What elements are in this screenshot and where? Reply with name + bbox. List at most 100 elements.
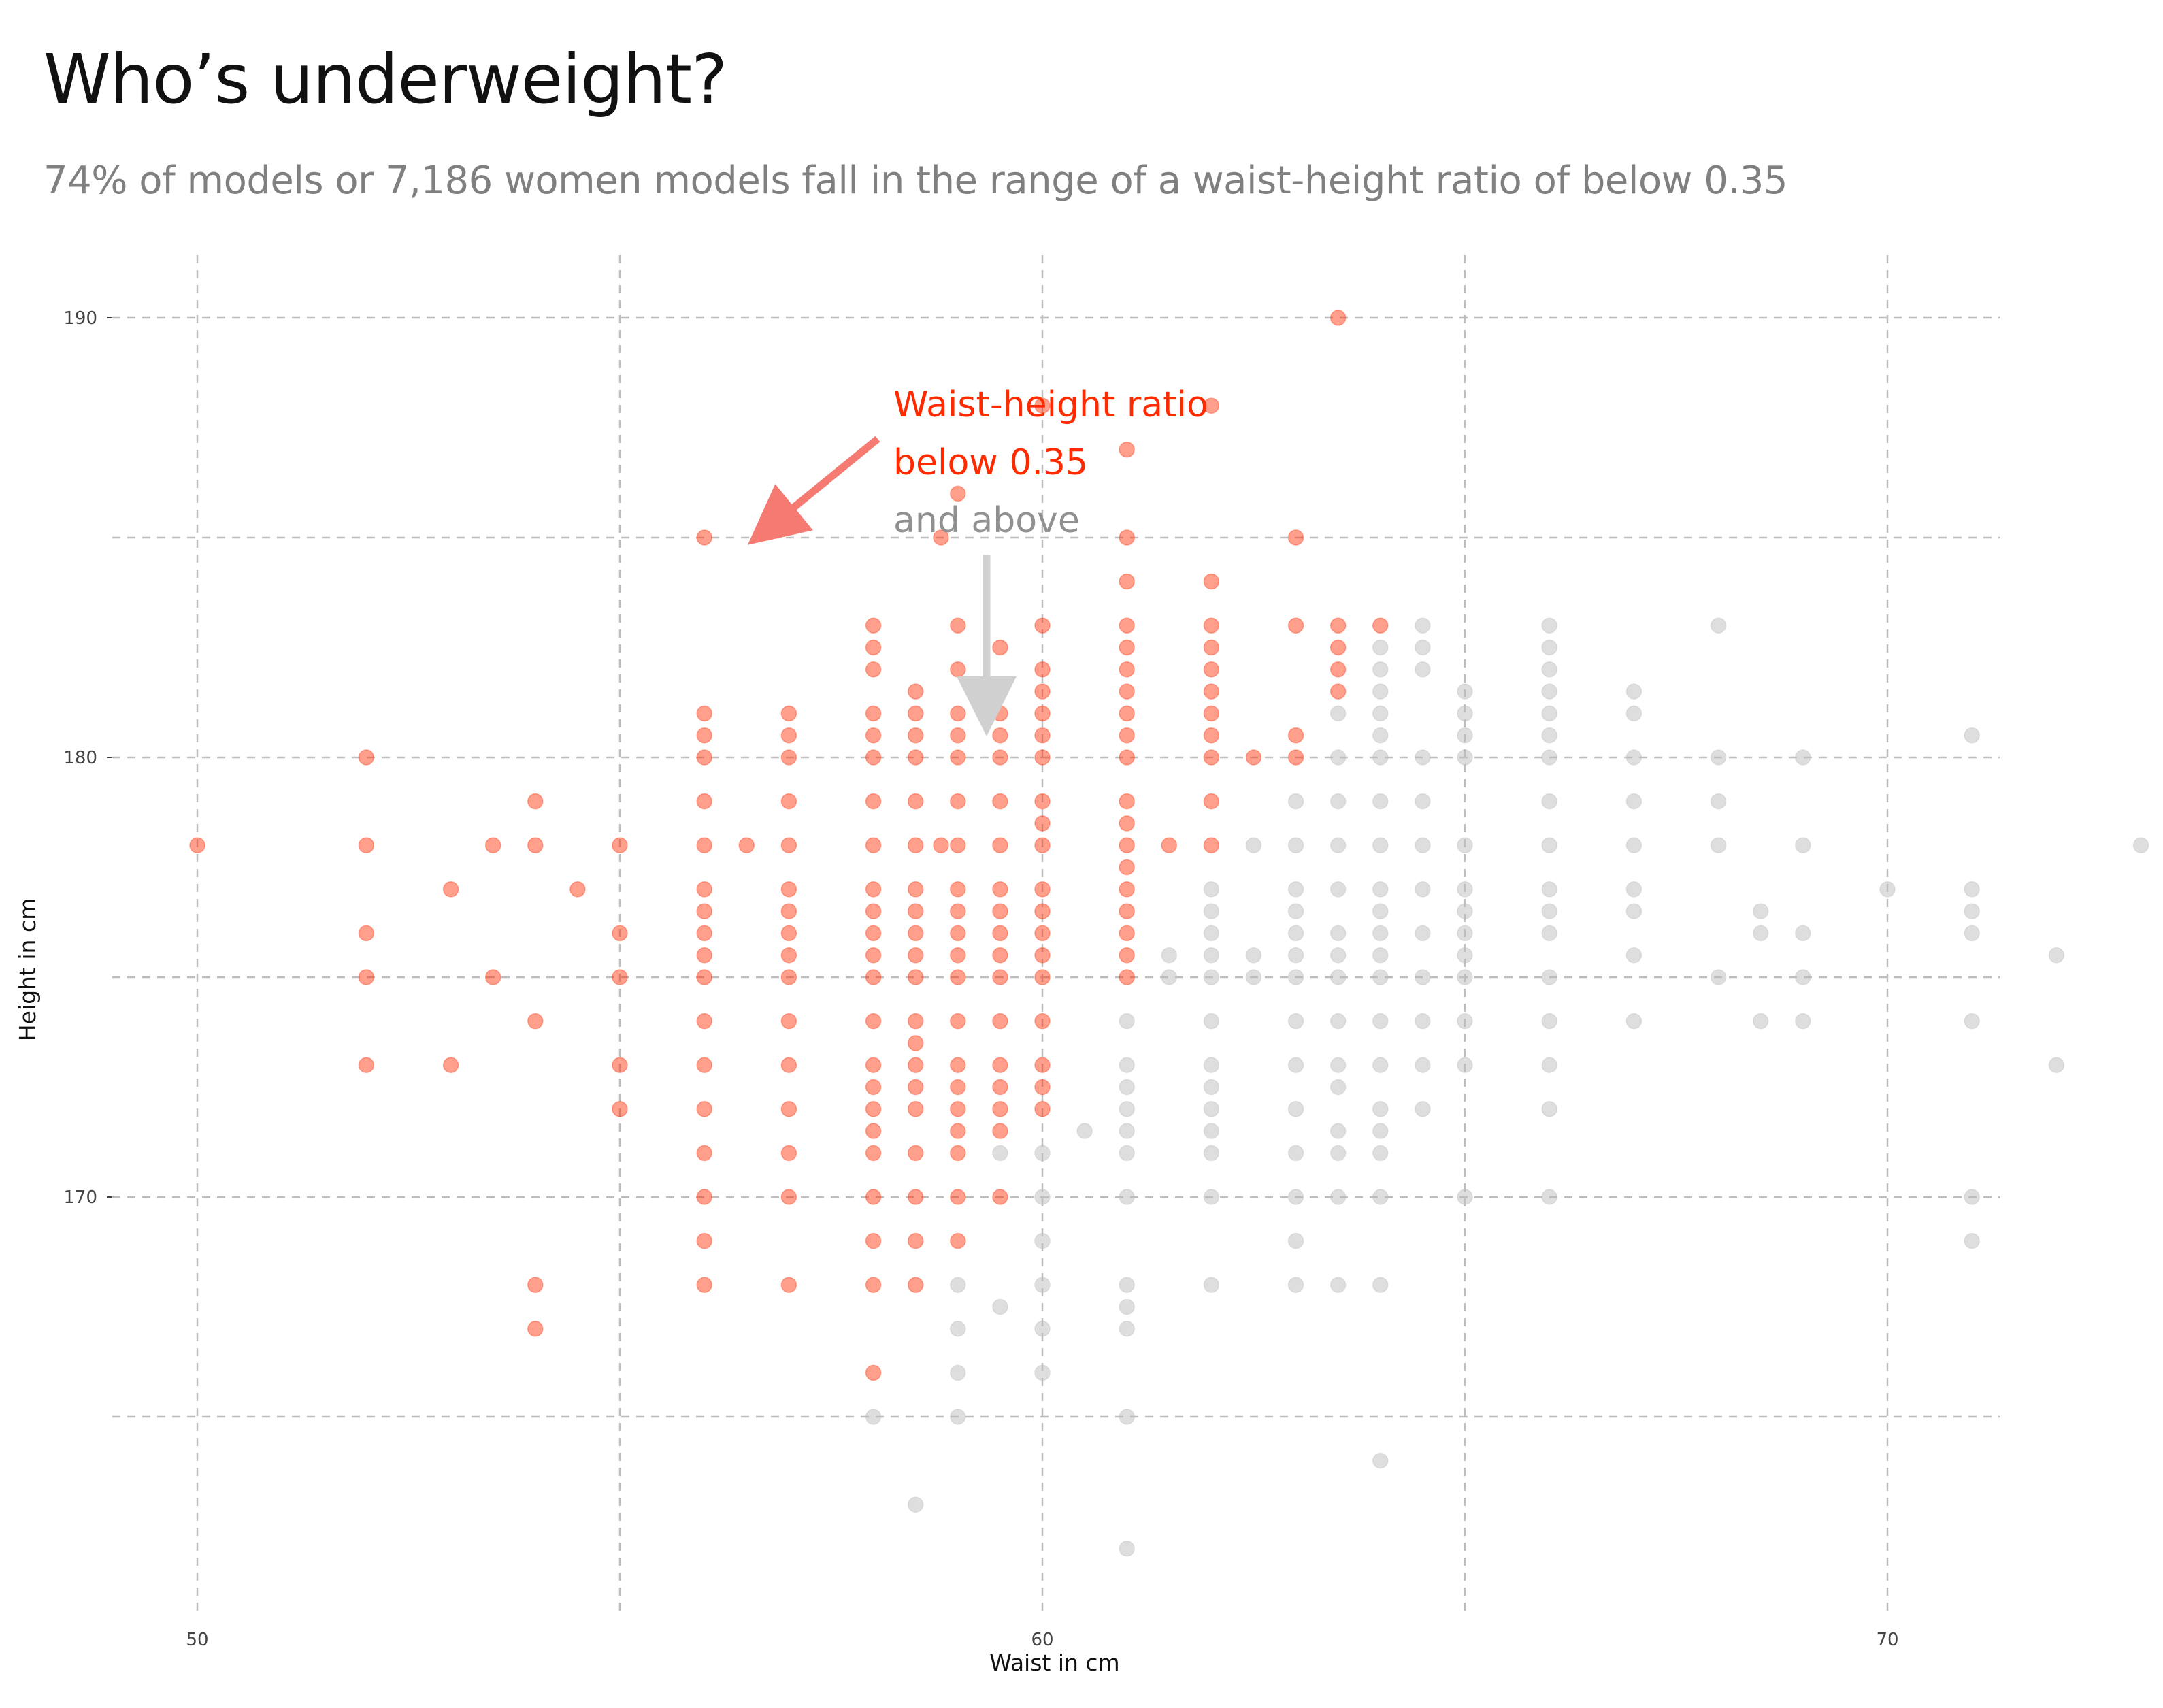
scatter-point-above bbox=[1625, 947, 1642, 964]
scatter-point-above bbox=[1034, 1145, 1051, 1162]
scatter-point-below bbox=[780, 969, 797, 985]
scatter-point-above bbox=[1795, 749, 1811, 766]
scatter-point-below bbox=[907, 1101, 924, 1117]
scatter-point-above bbox=[1372, 1145, 1389, 1162]
scatter-point-below bbox=[1034, 1079, 1051, 1096]
scatter-point-above bbox=[1415, 881, 1431, 898]
scatter-point-above bbox=[1330, 925, 1347, 942]
scatter-point-below bbox=[1119, 815, 1135, 832]
scatter-point-above bbox=[1625, 683, 1642, 700]
scatter-point-above bbox=[1625, 903, 1642, 919]
scatter-point-above bbox=[1119, 1079, 1135, 1096]
axis-ticks: 5060708090170180190 bbox=[63, 308, 1898, 1650]
scatter-point-below bbox=[1034, 1101, 1051, 1117]
scatter-point-below bbox=[1287, 617, 1304, 634]
scatter-point-below bbox=[992, 1013, 1008, 1030]
scatter-point-below bbox=[442, 1057, 459, 1073]
scatter-point-above bbox=[1457, 969, 1473, 985]
scatter-point-above bbox=[1119, 1145, 1135, 1162]
scatter-point-above bbox=[1541, 683, 1557, 700]
scatter-point-below bbox=[865, 617, 882, 634]
scatter-point-below bbox=[1203, 617, 1220, 634]
scatter-point-below bbox=[950, 1057, 966, 1073]
scatter-point-above bbox=[1372, 925, 1389, 942]
scatter-point-above bbox=[2132, 837, 2149, 853]
scatter-point-above bbox=[1330, 793, 1347, 810]
scatter-point-above bbox=[950, 1409, 966, 1425]
scatter-point-above bbox=[1415, 661, 1431, 678]
scatter-point-above bbox=[1625, 749, 1642, 766]
annotation-above-line: and above bbox=[893, 500, 1080, 541]
scatter-point-above bbox=[1541, 749, 1557, 766]
scatter-point-below bbox=[992, 749, 1008, 766]
scatter-point-above bbox=[1203, 1013, 1220, 1030]
points-below-group bbox=[189, 310, 1389, 1381]
scatter-point-below bbox=[1330, 683, 1347, 700]
scatter-point-below bbox=[1203, 683, 1220, 700]
scatter-point-below bbox=[950, 1013, 966, 1030]
scatter-point-above bbox=[1541, 969, 1557, 985]
scatter-point-below bbox=[696, 1189, 712, 1205]
scatter-point-above bbox=[1372, 1013, 1389, 1030]
scatter-point-above bbox=[1372, 1057, 1389, 1073]
scatter-point-below bbox=[950, 727, 966, 744]
scatter-point-below bbox=[907, 925, 924, 942]
scatter-point-above bbox=[1541, 793, 1557, 810]
scatter-point-below bbox=[907, 749, 924, 766]
scatter-point-above bbox=[992, 1298, 1008, 1315]
scatter-point-above bbox=[1372, 1277, 1389, 1293]
scatter-point-below bbox=[907, 1079, 924, 1096]
scatter-point-above bbox=[1795, 1013, 1811, 1030]
scatter-point-above bbox=[1245, 837, 1262, 853]
scatter-point-below bbox=[1034, 397, 1051, 414]
scatter-point-above bbox=[1372, 947, 1389, 964]
scatter-point-below bbox=[950, 749, 966, 766]
scatter-point-above bbox=[865, 1409, 882, 1425]
scatter-point-below bbox=[696, 969, 712, 985]
scatter-point-above bbox=[1879, 881, 1896, 898]
scatter-point-below bbox=[865, 793, 882, 810]
scatter-point-above bbox=[1752, 903, 1769, 919]
scatter-point-below bbox=[907, 1277, 924, 1293]
scatter-point-below bbox=[933, 529, 949, 546]
scatter-point-above bbox=[1415, 1101, 1431, 1117]
scatter-point-above bbox=[1287, 793, 1304, 810]
scatter-point-above bbox=[1415, 837, 1431, 853]
scatter-point-below bbox=[1203, 705, 1220, 722]
scatter-point-above bbox=[1372, 837, 1389, 853]
scatter-point-below bbox=[358, 837, 375, 853]
chart-subtitle: 74% of models or 7,186 women models fall… bbox=[44, 159, 1787, 203]
scatter-point-below bbox=[950, 1101, 966, 1117]
scatter-point-below bbox=[1287, 529, 1304, 546]
annotation-below-line1: Waist-height ratio bbox=[893, 384, 1208, 425]
scatter-point-above bbox=[1457, 1013, 1473, 1030]
annotation-below-line2: below 0.35 bbox=[893, 442, 1088, 483]
scatter-point-below bbox=[1161, 837, 1178, 853]
scatter-point-below bbox=[950, 837, 966, 853]
scatter-point-below bbox=[950, 903, 966, 919]
scatter-point-below bbox=[696, 903, 712, 919]
scatter-point-below bbox=[992, 1101, 1008, 1117]
scatter-point-above bbox=[1245, 947, 1262, 964]
scatter-point-below bbox=[865, 1145, 882, 1162]
scatter-point-below bbox=[992, 1189, 1008, 1205]
scatter-point-below bbox=[1119, 925, 1135, 942]
scatter-point-below bbox=[527, 1321, 544, 1337]
scatter-point-above bbox=[1752, 925, 1769, 942]
scatter-point-below bbox=[1034, 749, 1051, 766]
scatter-point-above bbox=[1625, 837, 1642, 853]
scatter-point-below bbox=[696, 1101, 712, 1117]
scatter-point-below bbox=[1119, 442, 1135, 458]
x-tick-label: 50 bbox=[186, 1630, 208, 1650]
scatter-point-below bbox=[1119, 881, 1135, 898]
scatter-point-below bbox=[907, 969, 924, 985]
scatter-point-above bbox=[1119, 1189, 1135, 1205]
scatter-point-below bbox=[1119, 947, 1135, 964]
scatter-point-below bbox=[865, 881, 882, 898]
scatter-point-below bbox=[865, 1013, 882, 1030]
scatter-point-below bbox=[865, 661, 882, 678]
scatter-point-below bbox=[738, 837, 755, 853]
scatter-point-above bbox=[1287, 1057, 1304, 1073]
scatter-point-below bbox=[780, 947, 797, 964]
scatter-point-below bbox=[780, 1013, 797, 1030]
